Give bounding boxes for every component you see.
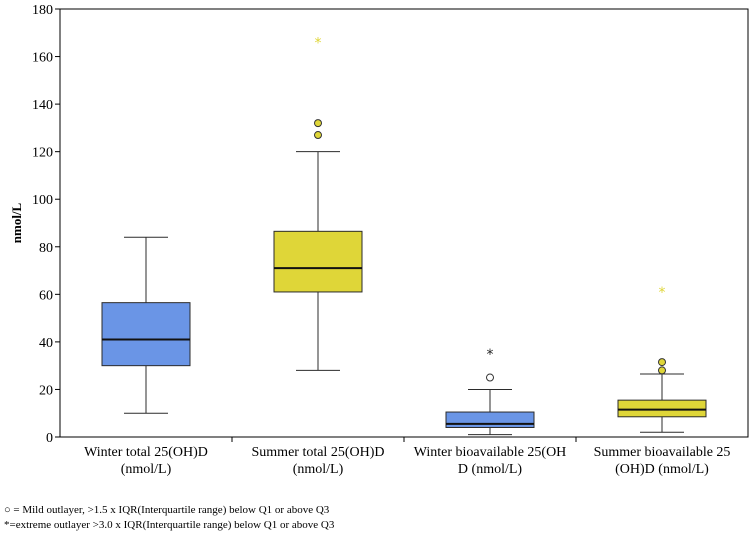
box-2: * — [445, 347, 535, 436]
box-series: * * * — [101, 35, 707, 436]
x-category-label: (nmol/L) — [293, 462, 344, 477]
mild-outlier — [658, 358, 666, 367]
x-category-label: Summer bioavailable 25 — [594, 445, 731, 460]
y-tick-label: 100 — [32, 193, 53, 208]
box-plot-chart: 0 20 40 60 80 100 120 140 160 180 * * * Winter tota… — [9, 3, 749, 477]
y-tick-label: 160 — [32, 51, 53, 66]
box-3: * — [617, 285, 707, 433]
mild-outlier — [486, 373, 494, 382]
box-1: * — [273, 35, 363, 371]
y-axis-label: nmol/L — [9, 202, 24, 243]
extreme-outlier: * — [487, 347, 494, 363]
plot-frame — [59, 8, 749, 438]
x-category-label: D (nmol/L) — [458, 462, 522, 477]
x-axis-category-labels: Winter total 25(OH)D (nmol/L) Summer total… — [84, 437, 730, 477]
x-category-label: Winter total 25(OH)D — [84, 445, 208, 460]
x-category-label: Winter bioavailable 25(OH — [414, 445, 567, 460]
x-category-label: (nmol/L) — [121, 462, 172, 477]
box-0 — [101, 236, 191, 414]
axes — [59, 8, 749, 438]
y-tick-label: 120 — [32, 146, 53, 161]
x-category-label: (OH)D (nmol/L) — [615, 462, 709, 477]
y-tick-label: 40 — [39, 336, 53, 351]
x-category-label: Summer total 25(OH)D — [252, 445, 385, 460]
y-tick-label: 60 — [39, 288, 53, 303]
y-tick-label: 140 — [32, 98, 53, 113]
iqr-box — [617, 399, 707, 418]
y-tick-label: 180 — [32, 3, 53, 18]
footnote-mild-outlier: ○ = Mild outlayer, >1.5 x IQR(Interquart… — [4, 504, 330, 516]
y-tick-label: 0 — [46, 431, 53, 446]
mild-outlier — [658, 366, 666, 375]
y-axis-ticks: 0 20 40 60 80 100 120 140 160 180 — [32, 3, 60, 446]
extreme-outlier: * — [659, 285, 666, 301]
mild-outlier — [314, 131, 322, 140]
iqr-box — [273, 230, 363, 293]
mild-outlier — [314, 119, 322, 128]
footnote-extreme-outlier: *=extreme outlayer >3.0 x IQR(Interquart… — [4, 519, 335, 531]
extreme-outlier: * — [315, 35, 322, 51]
iqr-box — [101, 302, 191, 367]
y-tick-label: 20 — [39, 383, 53, 398]
y-tick-label: 80 — [39, 241, 53, 256]
iqr-box — [445, 411, 535, 428]
